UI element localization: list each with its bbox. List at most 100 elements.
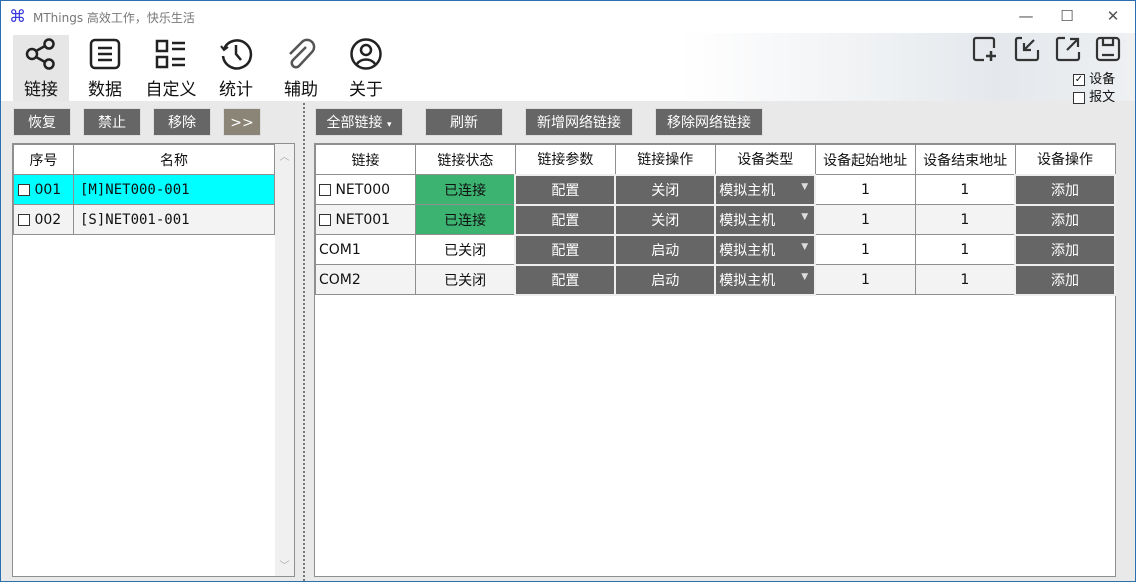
- list-box-icon: [89, 38, 121, 70]
- config-button[interactable]: 配置: [514, 263, 617, 296]
- start-address-cell[interactable]: 1: [814, 174, 916, 205]
- toolbar: 链接 数据 自定义 统计 辅助 关于 ✓ 设备 报文: [1, 33, 1135, 105]
- add-device-button[interactable]: 添加: [1014, 233, 1116, 266]
- export-icon[interactable]: [1055, 36, 1081, 62]
- table-row[interactable]: 002 [S]NET001-001: [13, 204, 275, 235]
- remove-button[interactable]: 移除: [153, 108, 211, 136]
- device-checkbox[interactable]: ✓: [1073, 73, 1085, 86]
- status-cell: 已连接: [414, 174, 516, 205]
- link-name: NET001: [335, 211, 391, 228]
- remove-network-link-button[interactable]: 移除网络链接: [655, 108, 763, 136]
- end-address-cell[interactable]: 1: [914, 234, 1016, 265]
- end-address-cell[interactable]: 1: [914, 174, 1016, 205]
- link-name: COM1: [319, 241, 361, 258]
- device-type-select[interactable]: 模拟主机 ▼: [714, 173, 817, 206]
- status-cell: 已关闭: [414, 234, 516, 265]
- device-type-select[interactable]: 模拟主机 ▼: [714, 233, 817, 266]
- scroll-down-icon[interactable]: ﹀: [279, 561, 290, 572]
- chevron-down-icon: ▾: [386, 120, 392, 130]
- tool-stats[interactable]: 统计: [213, 35, 259, 101]
- config-button[interactable]: 配置: [514, 233, 617, 266]
- name-cell: [S]NET001-001: [73, 204, 275, 235]
- end-address-cell[interactable]: 1: [914, 264, 1016, 295]
- tool-label: 辅助: [284, 80, 318, 100]
- link-op-button[interactable]: 启动: [614, 233, 717, 266]
- link-name: NET000: [335, 181, 391, 198]
- name-cell: [M]NET000-001: [73, 174, 275, 205]
- device-type-value: 模拟主机: [719, 212, 776, 229]
- device-list-table: 序号 名称 001 [M]NET000-001 002 [S]NET001-001: [13, 144, 275, 235]
- restore-button[interactable]: 恢复: [13, 108, 71, 136]
- link-cell: COM2: [315, 264, 416, 295]
- maximize-button[interactable]: ☐: [1060, 7, 1074, 25]
- link-op-button[interactable]: 关闭: [614, 203, 717, 236]
- tool-data[interactable]: 数据: [81, 35, 129, 101]
- new-window-icon[interactable]: [972, 36, 998, 62]
- tool-label: 自定义: [145, 80, 197, 100]
- option-message[interactable]: 报文: [1073, 86, 1115, 105]
- table-row: COM1 已关闭 配置 启动 模拟主机 ▼ 1 1 添加: [315, 233, 1116, 266]
- config-button[interactable]: 配置: [514, 203, 617, 236]
- tool-assist[interactable]: 辅助: [278, 35, 324, 101]
- tool-about[interactable]: 关于: [343, 35, 389, 101]
- option-label: 报文: [1089, 90, 1116, 105]
- add-device-button[interactable]: 添加: [1014, 203, 1116, 236]
- config-button[interactable]: 配置: [514, 173, 617, 206]
- history-clock-icon: [220, 39, 253, 70]
- app-logo-icon: ⌘: [9, 7, 26, 27]
- column-header: 名称: [73, 144, 275, 175]
- table-row[interactable]: 001 [M]NET000-001: [13, 174, 275, 205]
- refresh-button[interactable]: 刷新: [425, 108, 503, 136]
- link-cell: NET001: [315, 204, 416, 235]
- device-type-select[interactable]: 模拟主机 ▼: [714, 203, 817, 236]
- link-name: COM2: [319, 271, 361, 288]
- link-op-button[interactable]: 启动: [614, 263, 717, 296]
- index-text: 001: [34, 181, 62, 198]
- disable-button[interactable]: 禁止: [83, 108, 141, 136]
- user-circle-icon: [350, 38, 382, 70]
- add-device-button[interactable]: 添加: [1014, 263, 1116, 296]
- minimize-button[interactable]: —: [1018, 7, 1034, 25]
- end-address-cell[interactable]: 1: [914, 204, 1016, 235]
- index-cell: 002: [13, 204, 74, 235]
- option-device[interactable]: ✓ 设备: [1073, 68, 1115, 87]
- chevron-down-icon: ▼: [801, 271, 809, 282]
- start-address-cell[interactable]: 1: [814, 264, 916, 295]
- message-checkbox[interactable]: [1073, 91, 1085, 104]
- column-header: 序号: [13, 144, 74, 175]
- add-device-button[interactable]: 添加: [1014, 173, 1116, 206]
- start-address-cell[interactable]: 1: [814, 204, 916, 235]
- close-button[interactable]: ✕: [1106, 7, 1120, 25]
- scroll-up-icon[interactable]: ︿: [279, 152, 290, 163]
- vertical-scrollbar[interactable]: ︿ ﹀: [275, 144, 294, 576]
- tool-link[interactable]: 链接: [13, 35, 69, 101]
- column-header: 链接参数: [514, 144, 616, 175]
- import-icon[interactable]: [1014, 36, 1040, 62]
- expand-button[interactable]: >>: [223, 108, 261, 136]
- row-checkbox[interactable]: [18, 183, 30, 196]
- link-op-button[interactable]: 关闭: [614, 173, 717, 206]
- index-cell: 001: [13, 174, 74, 205]
- column-header: 设备结束地址: [914, 144, 1016, 175]
- row-checkbox[interactable]: [18, 213, 30, 226]
- start-address-cell[interactable]: 1: [814, 234, 916, 265]
- link-checkbox[interactable]: [319, 183, 331, 196]
- save-icon[interactable]: [1095, 36, 1121, 62]
- add-network-link-button[interactable]: 新增网络链接: [525, 108, 633, 136]
- table-row: COM2 已关闭 配置 启动 模拟主机 ▼ 1 1 添加: [315, 263, 1116, 296]
- all-links-dropdown[interactable]: 全部链接 ▾: [315, 108, 403, 136]
- title-bar: ⌘ MThings 高效工作，快乐生活 — ☐ ✕: [1, 1, 1135, 33]
- column-header: 设备起始地址: [814, 144, 916, 175]
- grid-list-icon: [155, 39, 185, 69]
- status-cell: 已连接: [414, 204, 516, 235]
- option-label: 设备: [1089, 72, 1116, 87]
- device-type-value: 模拟主机: [719, 272, 776, 289]
- tool-label: 统计: [219, 80, 253, 100]
- window-title: MThings 高效工作，快乐生活: [33, 11, 195, 25]
- panel-splitter[interactable]: [303, 103, 305, 581]
- link-checkbox[interactable]: [319, 213, 331, 226]
- tool-custom[interactable]: 自定义: [141, 35, 201, 101]
- device-type-select[interactable]: 模拟主机 ▼: [714, 263, 817, 296]
- column-header: 设备操作: [1014, 144, 1116, 175]
- column-header: 链接状态: [414, 144, 516, 175]
